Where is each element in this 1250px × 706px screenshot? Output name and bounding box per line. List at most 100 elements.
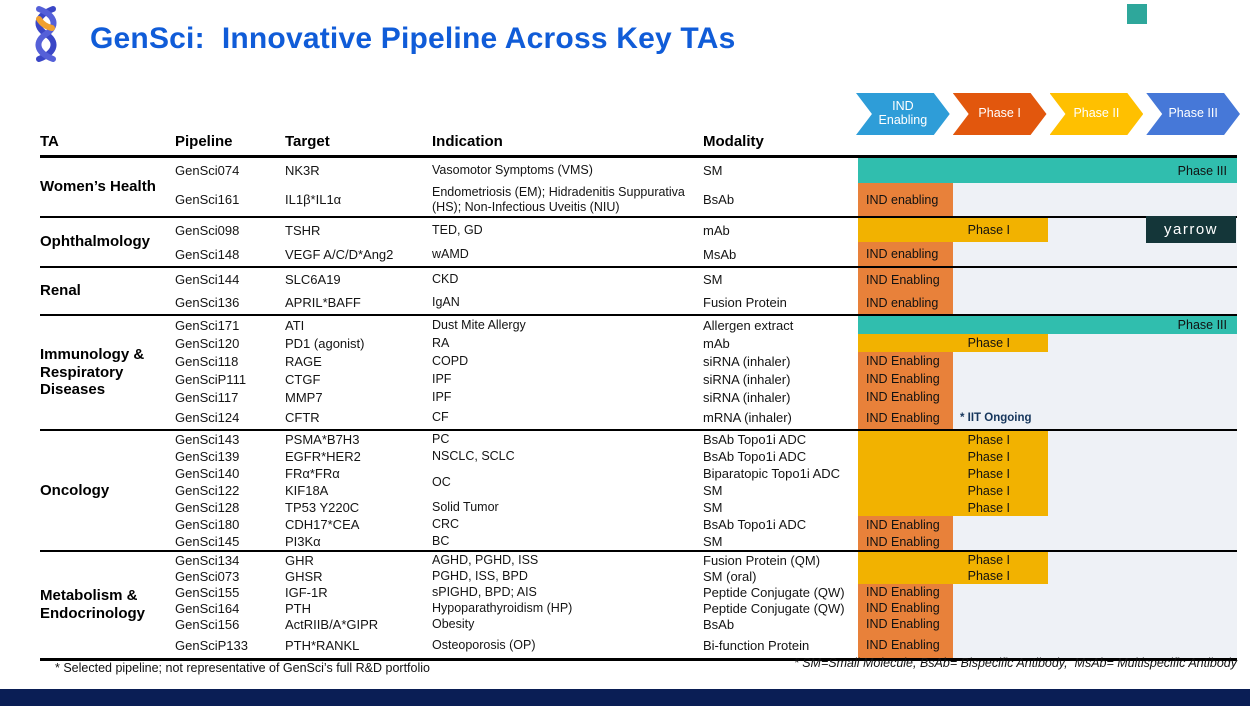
pipeline-row: GenSci136 APRIL*BAFF IgAN Fusion Protein IND… — [175, 291, 1237, 314]
modality-cell: mAb — [703, 335, 730, 351]
pipeline-row: GenSci171 ATI Dust Mite Allergy Allergen ex… — [175, 316, 1237, 334]
pipeline-cell: GenSci145 — [175, 534, 240, 549]
phase-bar-label: Phase I — [967, 223, 1010, 237]
modality-cell: Fusion Protein — [703, 295, 787, 310]
indication-cell: wAMD — [432, 246, 469, 261]
target-cell: TP53 Y220C — [285, 500, 360, 515]
phase-track: Phase III — [858, 316, 1237, 334]
phase-track: IND Enabling — [858, 616, 1237, 632]
pipeline-cell: GenSciP111 — [175, 371, 247, 387]
target-cell: PI3Kα — [285, 534, 321, 549]
indication-cell: IgAN — [432, 295, 460, 310]
pipeline-row: GenSci145 PI3Kα BC SM IND Enabling — [175, 533, 1237, 550]
ta-section: Metabolism & Endocrinology GenSci134 GHR AG… — [40, 550, 1237, 658]
phase-bar-ind: IND Enabling — [858, 268, 953, 291]
phase-track: IND Enabling — [858, 600, 1237, 616]
phase-track: Phase I — [858, 334, 1237, 352]
target-cell: PSMA*B7H3 — [285, 432, 360, 447]
target-cell: GHSR — [285, 568, 323, 584]
pipeline-row: GenSci074 NK3R Vasomotor Symptoms (VMS) SM P… — [175, 158, 1237, 183]
pipeline-cell: GenSci143 — [175, 432, 240, 447]
phase-bar-ind: IND Enabling — [858, 600, 953, 616]
ta-label: Renal — [40, 282, 81, 300]
column-header-target: Target — [285, 133, 330, 150]
ta-section: Women’s Health GenSci074 NK3R Vasomotor Sym… — [40, 158, 1237, 216]
phase-bar-label: Phase I — [967, 432, 1010, 447]
pipeline-row: GenSci134 GHR AGHD, PGHD, ISS Fusion Protei… — [175, 552, 1237, 568]
pipeline-row: GenSci180 CDH17*CEA CRC BsAb Topo1i ADC IND … — [175, 516, 1237, 533]
pipeline-cell: GenSci124 — [175, 410, 240, 425]
target-cell: PTH — [285, 600, 311, 616]
pipeline-row: GenSci164 PTH Hypoparathyroidism (HP) Pepti… — [175, 600, 1237, 616]
pipeline-cell: GenSci140 — [175, 466, 240, 481]
phase-track: Phase I — [858, 482, 1237, 499]
phase-bar-phase3: Phase III — [858, 316, 1237, 334]
target-cell: FRα*FRα — [285, 466, 340, 481]
phase-bar-phase1: Phase I — [858, 448, 1048, 465]
target-cell: RAGE — [285, 353, 322, 369]
modality-cell: BsAb Topo1i ADC — [703, 432, 807, 447]
iit-ongoing-note: * IIT Ongoing — [960, 411, 1032, 424]
footnote-abbreviations: * SM=Small Molecule, BsAb= Bispecific An… — [793, 656, 1237, 670]
phase-bar-label: IND Enabling — [866, 372, 940, 386]
ta-section: Oncology GenSci143 PSMA*B7H3 PC BsAb Topo1i … — [40, 429, 1237, 550]
target-cell: ATI — [285, 317, 305, 333]
pipeline-row: GenSci161 IL1β*IL1α Endometriosis (EM); Hi… — [175, 183, 1237, 216]
pipeline-row: GenSci073 GHSR PGHD, ISS, BPD SM (oral) Phas… — [175, 568, 1237, 584]
indication-cell: Vasomotor Symptoms (VMS) — [432, 163, 593, 178]
phase-bar-label: Phase I — [967, 449, 1010, 464]
modality-cell: siRNA (inhaler) — [703, 371, 791, 387]
pipeline-cell: GenSci134 — [175, 552, 240, 568]
phase-bar-phase1: Phase I — [858, 334, 1048, 352]
phase-bar-phase1: Phase I — [858, 499, 1048, 516]
pipeline-row: GenSci155 IGF-1R sPIGHD, BPD; AIS Peptide C… — [175, 584, 1237, 600]
pipeline-cell: GenSci122 — [175, 483, 240, 498]
indication-cell: PGHD, ISS, BPD — [432, 568, 528, 583]
phase-bar-label: IND Enabling — [866, 601, 940, 615]
target-cell: VEGF A/C/D*Ang2 — [285, 246, 394, 262]
phase-bar-phase1: Phase I — [858, 431, 1048, 448]
modality-cell: BsAb — [703, 616, 735, 632]
pipeline-table: TA Pipeline Target Indication Modality W… — [40, 118, 1237, 661]
pipeline-row: GenSci140 FRα*FRα OC Biparatopic Topo1i ADC… — [175, 465, 1237, 489]
pipeline-cell: GenSci073 — [175, 568, 240, 584]
phase-track: Phase III — [858, 158, 1237, 183]
phase-bar-label: IND Enabling — [866, 534, 940, 549]
phase-bar-ind: IND enabling — [858, 183, 953, 216]
modality-cell: BsAb Topo1i ADC — [703, 517, 807, 532]
indication-cell: NSCLC, SCLC — [432, 449, 515, 464]
phase-track: Phase I — [858, 568, 1237, 584]
pipeline-row: GenSci143 PSMA*B7H3 PC BsAb Topo1i ADC Phase… — [175, 431, 1237, 448]
pipeline-row: GenSci118 RAGE COPD siRNA (inhaler) IND Enab… — [175, 352, 1237, 370]
phase-track: IND enabling — [858, 242, 1237, 266]
modality-cell: Fusion Protein (QM) — [703, 552, 821, 568]
pipeline-cell: GenSci120 — [175, 335, 240, 351]
phase-track: IND Enabling — [858, 533, 1237, 550]
indication-cell: RA — [432, 335, 450, 350]
phase-bar-label: IND Enabling — [866, 410, 940, 425]
pipeline-cell: GenSci139 — [175, 449, 240, 464]
pipeline-cell: GenSci117 — [175, 389, 239, 405]
target-cell: TSHR — [285, 222, 321, 238]
ta-label: Immunology & Respiratory Diseases — [40, 345, 145, 399]
pipeline-row: GenSci120 PD1 (agonist) RA mAb Phase I — [175, 334, 1237, 352]
phase-bar-ind: IND Enabling — [858, 370, 953, 388]
phase-bar-label: IND Enabling — [866, 638, 940, 652]
phase-track: IND Enabling — [858, 516, 1237, 533]
gensci-logo-icon — [28, 5, 64, 68]
modality-cell: Peptide Conjugate (QW) — [703, 600, 845, 616]
modality-cell: SM — [703, 272, 723, 287]
modality-cell: MsAb — [703, 246, 737, 262]
pipeline-cell: GenSci148 — [175, 246, 240, 262]
phase-track: Phase I — [858, 499, 1237, 516]
pipeline-row: GenSci144 SLC6A19 CKD SM IND Enabling — [175, 268, 1237, 291]
modality-cell: Peptide Conjugate (QW) — [703, 584, 845, 600]
phase-track: IND Enabling — [858, 584, 1237, 600]
phase-bar-label: IND Enabling — [866, 517, 940, 532]
target-cell: CTGF — [285, 371, 321, 387]
indication-cell: Solid Tumor — [432, 500, 499, 515]
modality-cell: mAb — [703, 222, 730, 238]
indication-cell: Endometriosis (EM); Hidradenitis Suppura… — [432, 185, 685, 214]
modality-cell: SM — [703, 163, 723, 178]
target-cell: APRIL*BAFF — [285, 295, 361, 310]
